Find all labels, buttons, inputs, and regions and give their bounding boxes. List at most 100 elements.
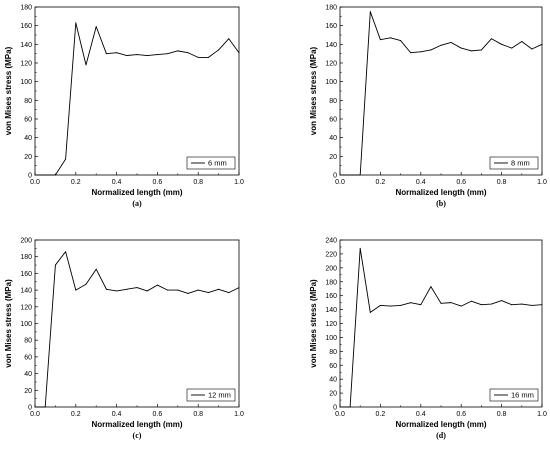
data-point (187, 52, 189, 54)
data-point (369, 11, 371, 13)
data-point (126, 55, 128, 57)
data-point (54, 174, 56, 176)
panel-4: 0.0 0.2 0.4 0.6 0.8 1.0 0 20 40 60 80 100 120 140 160 1… (309, 238, 547, 441)
legend-box (489, 156, 539, 170)
data-point (349, 406, 351, 408)
y-tick-label: 20 (24, 388, 32, 395)
data-point (379, 39, 381, 41)
data-point (420, 51, 422, 53)
y-tick-label: 160 (325, 293, 337, 300)
data-point (460, 305, 462, 307)
data-point (136, 54, 138, 56)
data-point (85, 283, 87, 285)
x-tick-label: 1.0 (537, 411, 547, 418)
panel-caption: (b) (436, 199, 446, 208)
data-point (470, 50, 472, 52)
series-line (340, 11, 543, 176)
data-point (187, 292, 189, 294)
data-point (430, 49, 432, 51)
data-point (339, 406, 341, 408)
data-point (167, 289, 169, 291)
x-tick-label: 0.6 (456, 411, 466, 418)
data-point (440, 44, 442, 46)
data-point (521, 41, 523, 43)
data-point (430, 286, 432, 288)
data-point (34, 174, 36, 176)
data-point (541, 43, 543, 45)
series-line (340, 247, 543, 408)
legend-label: 12 mm (208, 391, 231, 400)
y-tick-label: 0 (28, 173, 32, 180)
data-point (238, 52, 240, 54)
y-tick-label: 0 (333, 173, 337, 180)
y-tick-label: 40 (24, 371, 32, 378)
y-axis-title: von Mises stress (MPa) (4, 279, 13, 368)
data-point (390, 305, 391, 307)
data-point (207, 292, 209, 294)
y-tick-label: 160 (20, 23, 32, 30)
data-point (177, 50, 179, 52)
y-tick-label: 100 (325, 335, 337, 342)
data-point (480, 304, 482, 306)
data-point (126, 288, 128, 290)
data-point (44, 174, 46, 176)
data-point (146, 55, 148, 57)
data-point (34, 406, 36, 408)
data-point (491, 303, 492, 305)
data-point (105, 288, 107, 290)
y-tick-label: 140 (325, 307, 337, 314)
data-point (450, 41, 452, 43)
data-point (65, 158, 67, 160)
data-point (228, 38, 230, 40)
y-tick-label: 40 (24, 135, 32, 142)
y-axis-title: von Mises stress (MPa) (4, 46, 13, 135)
data-point (116, 290, 118, 292)
y-tick-label: 0 (333, 405, 337, 412)
y-tick-label: 60 (24, 117, 32, 124)
legend-label: 6 mm (208, 159, 227, 168)
data-point (359, 174, 361, 176)
data-point (44, 406, 46, 408)
x-tick-label: 0.4 (416, 179, 426, 186)
y-tick-label: 20 (329, 391, 337, 398)
data-point (238, 287, 240, 289)
data-point (369, 311, 371, 313)
y-tick-label: 200 (325, 265, 337, 272)
panel-1: 0.0 0.2 0.4 0.6 0.8 1.0 0 20 40 60 80 100 120 140 160 1… (4, 5, 244, 209)
x-axis-title: Normalized length (mm) (395, 420, 486, 429)
x-tick-label: 1.0 (234, 411, 244, 418)
y-tick-label: 200 (20, 238, 32, 245)
data-point (218, 288, 220, 290)
data-point (440, 302, 442, 304)
x-tick-label: 0.8 (497, 411, 507, 418)
x-tick-label: 0.2 (376, 411, 386, 418)
y-tick-label: 20 (329, 154, 337, 161)
y-tick-label: 100 (20, 79, 32, 86)
data-point (400, 40, 402, 42)
y-tick-label: 140 (325, 42, 337, 49)
series-line (35, 251, 240, 408)
plot-frame (34, 239, 240, 408)
x-tick-label: 0.0 (335, 179, 345, 186)
data-point (501, 300, 503, 302)
y-tick-label: 120 (325, 61, 337, 68)
y-tick-label: 100 (20, 321, 32, 328)
data-point (156, 284, 158, 286)
y-tick-label: 80 (329, 98, 337, 105)
x-tick-label: 0.8 (193, 411, 203, 418)
data-point (146, 290, 148, 292)
x-tick-label: 0.4 (112, 179, 122, 186)
data-point (228, 292, 230, 294)
y-tick-label: 180 (20, 5, 32, 12)
data-point (521, 303, 523, 305)
data-point (136, 287, 138, 289)
data-point (177, 289, 179, 291)
data-point (531, 48, 533, 50)
legend-box (186, 388, 236, 402)
x-tick-label: 0.2 (71, 411, 81, 418)
data-point (349, 174, 351, 176)
x-tick-label: 0.4 (416, 411, 426, 418)
data-point (95, 268, 97, 270)
data-point (156, 54, 158, 56)
